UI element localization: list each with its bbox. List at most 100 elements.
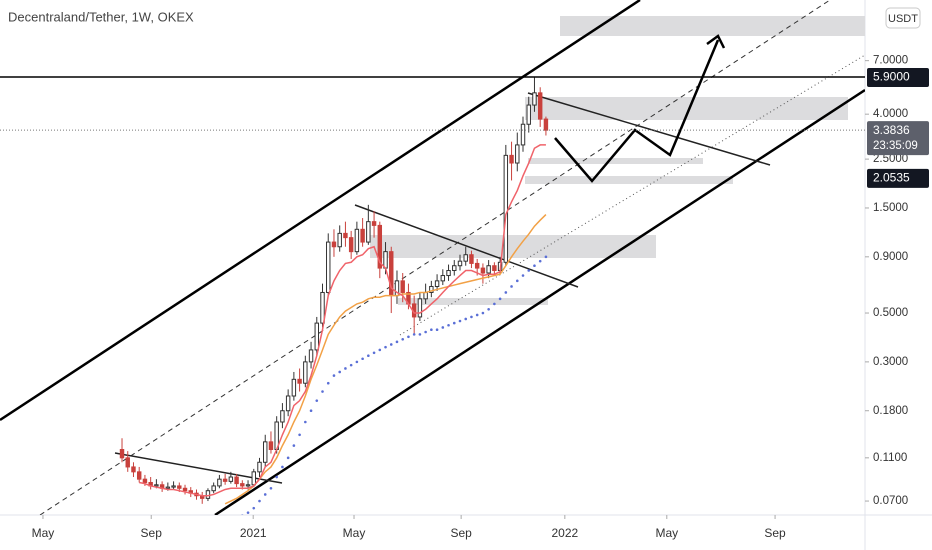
- indicator-dot: [401, 337, 405, 341]
- indicator-dot: [521, 274, 525, 277]
- zone: [398, 298, 548, 305]
- candle-body: [211, 485, 216, 492]
- y-tick-label: 0.1100: [873, 452, 907, 464]
- indicator-dot: [355, 360, 359, 364]
- y-axis: 0.0700 0.1100 0.1800 0.3000 0.5000 0.9000 1.50…: [865, 55, 908, 507]
- y-tick-label: 0.0700: [873, 495, 908, 507]
- indicator-dot: [481, 311, 485, 315]
- indicator-dot: [275, 475, 278, 479]
- candle-body: [263, 441, 268, 463]
- x-tick-label: Sep: [141, 526, 163, 540]
- x-tick-label: May: [343, 526, 366, 540]
- candle-body: [297, 378, 302, 384]
- candle-body: [171, 485, 176, 488]
- y-tick-label: 0.9000: [873, 251, 908, 263]
- arrow-head: [706, 34, 726, 49]
- candle-body: [119, 449, 125, 459]
- candle-body: [526, 104, 531, 125]
- currency[interactable]: USDT: [888, 13, 918, 25]
- indicator-dot: [269, 486, 273, 490]
- candle-body: [285, 395, 291, 412]
- indicator-dot: [412, 333, 416, 336]
- zone: [370, 235, 656, 258]
- price-label-box: [867, 68, 929, 88]
- indicator-dot: [298, 433, 301, 437]
- indicator-dot: [349, 363, 353, 367]
- candle-body: [320, 291, 325, 324]
- candle-body: [423, 291, 428, 300]
- candle-body: [492, 265, 497, 272]
- currency-button[interactable]: [885, 7, 921, 29]
- indicator-dot: [389, 343, 393, 346]
- candle-body: [205, 490, 211, 499]
- y-tick-label: 0.3000: [873, 356, 908, 368]
- chart-title: Decentraland/Tether, 1W, OKEX: [8, 9, 194, 24]
- candle-body: [136, 471, 142, 480]
- indicator-dot: [258, 499, 261, 503]
- indicator-dot: [430, 328, 433, 332]
- candle-body: [228, 476, 234, 482]
- candle-body: [469, 254, 474, 264]
- indicator-dot: [470, 315, 473, 319]
- candle-body: [257, 461, 262, 473]
- indicator-dot: [538, 259, 542, 263]
- indicator-dot: [344, 367, 347, 370]
- indicator-dot: [527, 269, 531, 272]
- indicator-dot: [493, 302, 496, 306]
- candle-body: [331, 241, 337, 248]
- candle-body: [131, 466, 136, 473]
- y-tick-label: 7.0000: [873, 55, 908, 67]
- candle-body: [515, 144, 520, 164]
- channel-line: [0, 0, 641, 422]
- y-tick-label: 1.5000: [873, 202, 908, 214]
- indicator-dot: [395, 340, 399, 344]
- indicator-line: [224, 214, 547, 505]
- candle-body: [291, 378, 297, 397]
- zone: [528, 158, 703, 164]
- drawings: [0, 0, 865, 515]
- candle-body: [452, 265, 457, 272]
- y-tick-label: 0.5000: [873, 307, 908, 319]
- indicator-dot: [452, 321, 456, 325]
- candle-body: [251, 471, 256, 486]
- price-label: 5.9000: [873, 70, 910, 84]
- candle-body: [532, 92, 537, 106]
- indicator-dot: [326, 381, 330, 385]
- indicator-dot: [315, 399, 319, 402]
- indicator-dot: [441, 326, 445, 329]
- indicator-dot: [292, 444, 296, 447]
- x-tick-label: Sep: [764, 526, 786, 540]
- candle-body: [543, 118, 549, 131]
- indicator-dot: [281, 465, 284, 469]
- indicator-dot: [504, 291, 508, 294]
- candle-body: [303, 361, 308, 384]
- zone: [560, 16, 865, 36]
- candle-body: [486, 265, 491, 274]
- candle-body: [314, 322, 320, 351]
- indicator-dot: [309, 409, 313, 413]
- indicator-dot: [246, 511, 250, 514]
- indicator-dot: [263, 493, 267, 496]
- candle-body: [268, 441, 274, 451]
- indicator-dot: [321, 390, 324, 393]
- candle-body: [354, 228, 360, 253]
- candle-body: [222, 478, 228, 482]
- y-tick-label: 2.5000: [873, 153, 908, 165]
- indicator-dot: [475, 313, 479, 317]
- indicator-dot: [361, 357, 364, 361]
- trend-line: [527, 92, 771, 166]
- candle-body: [434, 280, 440, 287]
- plot: [119, 77, 549, 515]
- candle-body: [343, 232, 348, 239]
- x-tick-label: Sep: [450, 526, 472, 540]
- candle-body: [348, 237, 354, 253]
- x-tick-label: May: [32, 526, 55, 540]
- indicator-dot: [435, 328, 439, 332]
- candle-body: [503, 154, 509, 263]
- indicator-dot: [424, 330, 427, 334]
- candle-body: [457, 260, 463, 267]
- indicator-dot: [447, 323, 450, 327]
- indicator-line: [139, 144, 546, 497]
